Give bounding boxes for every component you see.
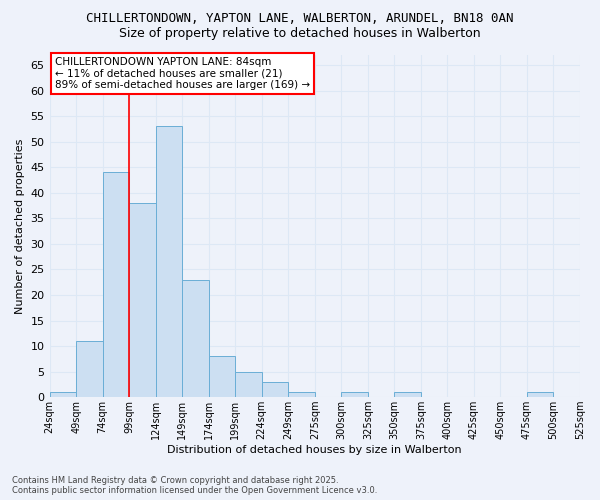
Bar	[235, 372, 262, 397]
Text: CHILLERTONDOWN YAPTON LANE: 84sqm
← 11% of detached houses are smaller (21)
89% : CHILLERTONDOWN YAPTON LANE: 84sqm ← 11% …	[55, 56, 310, 90]
Bar	[394, 392, 421, 397]
Bar	[341, 392, 368, 397]
Text: Contains HM Land Registry data © Crown copyright and database right 2025.
Contai: Contains HM Land Registry data © Crown c…	[12, 476, 377, 495]
X-axis label: Distribution of detached houses by size in Walberton: Distribution of detached houses by size …	[167, 445, 462, 455]
Bar	[288, 392, 315, 397]
Bar	[129, 203, 155, 397]
Y-axis label: Number of detached properties: Number of detached properties	[15, 138, 25, 314]
Bar	[182, 280, 209, 397]
Text: CHILLERTONDOWN, YAPTON LANE, WALBERTON, ARUNDEL, BN18 0AN: CHILLERTONDOWN, YAPTON LANE, WALBERTON, …	[86, 12, 514, 26]
Bar	[76, 341, 103, 397]
Bar	[155, 126, 182, 397]
Bar	[527, 392, 553, 397]
Bar	[262, 382, 288, 397]
Bar	[50, 392, 76, 397]
Bar	[209, 356, 235, 397]
Text: Size of property relative to detached houses in Walberton: Size of property relative to detached ho…	[119, 28, 481, 40]
Bar	[103, 172, 129, 397]
